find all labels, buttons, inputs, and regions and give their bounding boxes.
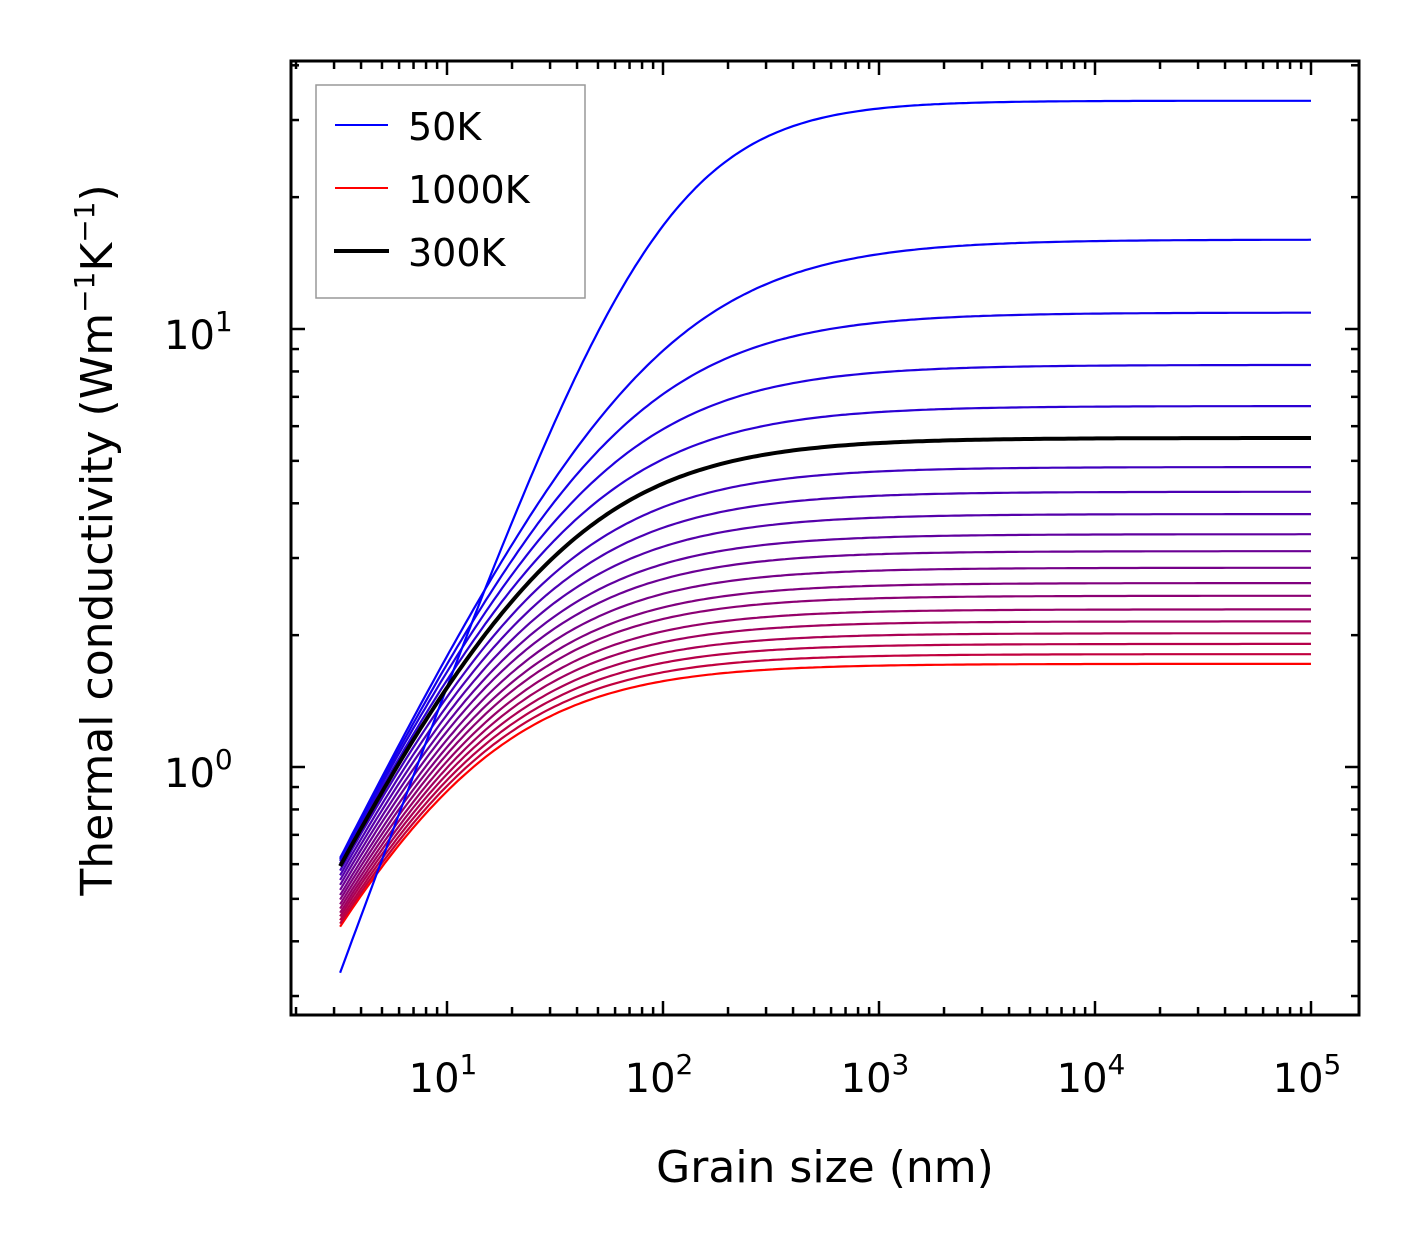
series-line-200k	[339, 363, 1311, 862]
y-tick-labels: 100 101	[164, 305, 233, 797]
y-axis-label: Thermal conductivity (Wm−1K−1)	[68, 184, 123, 896]
y-axis-label-exp2: −1	[68, 202, 101, 243]
y-axis-label-close: )	[72, 184, 123, 201]
series-line-150k	[339, 311, 1311, 861]
x-axis-label: Grain size (nm)	[656, 1142, 994, 1193]
series-line-650k	[339, 582, 1311, 901]
legend-label-300k: 300K	[408, 231, 507, 275]
y-axis-label-k: K	[72, 242, 123, 272]
x-tick-labels: 101 102 103 104 105	[409, 1048, 1342, 1102]
y-tick-label: 100	[164, 743, 233, 797]
series-line-50k	[339, 99, 1311, 974]
series-line-900k	[339, 642, 1311, 921]
x-tick-label: 105	[1273, 1048, 1342, 1102]
series-line-550k	[339, 550, 1311, 891]
series-line-350k	[339, 466, 1311, 872]
series-line-600k	[339, 566, 1311, 896]
series-curves	[338, 99, 1312, 974]
series-line-800k	[339, 620, 1311, 914]
legend: 50K 1000K 300K	[315, 84, 586, 299]
x-tick-label: 102	[625, 1048, 694, 1102]
series-line-250k	[339, 405, 1311, 865]
series-line-850k	[339, 632, 1311, 918]
series-line-950k	[339, 653, 1311, 925]
series-line-300k	[338, 436, 1311, 868]
plot-frame	[289, 59, 1361, 1017]
series-line-450k	[339, 513, 1311, 881]
legend-frame	[315, 84, 586, 299]
y-axis-label-main: Thermal conductivity (Wm	[72, 313, 123, 897]
x-tick-label: 101	[409, 1048, 478, 1102]
x-tick-label: 104	[1057, 1048, 1126, 1102]
series-line-500k	[339, 533, 1311, 886]
series-line-700k	[339, 594, 1311, 905]
legend-label-1000k: 1000K	[408, 168, 531, 212]
y-axis-label-exp1: −1	[68, 272, 101, 313]
series-line-1000k	[339, 662, 1311, 928]
series-line-100k	[339, 238, 1312, 859]
series-line-400k	[339, 490, 1311, 876]
legend-label-50k: 50K	[408, 105, 482, 149]
y-tick-label: 101	[164, 305, 233, 359]
series-line-750k	[339, 608, 1311, 910]
x-tick-label: 103	[841, 1048, 910, 1102]
